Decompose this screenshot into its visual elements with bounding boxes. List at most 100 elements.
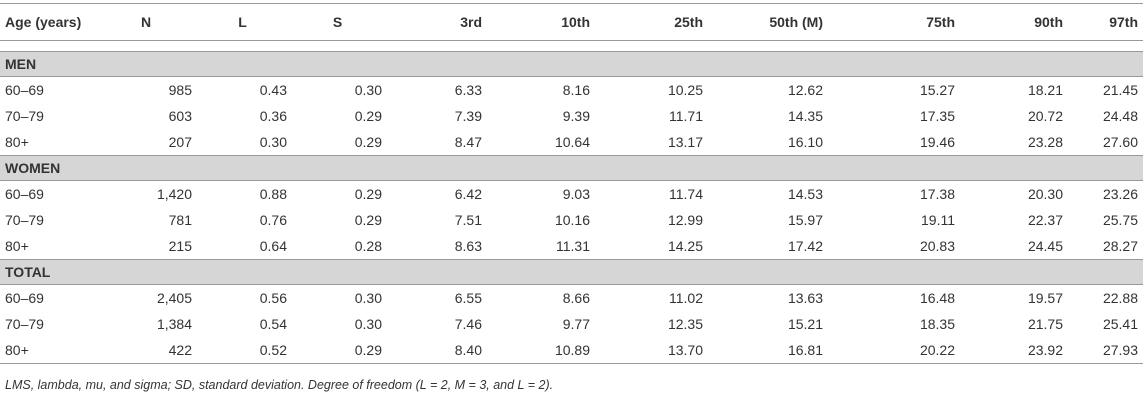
cell: 12.35 (667, 316, 703, 332)
cell: 0.54 (259, 316, 287, 332)
percentile-table: Age (years) N L S 3rd 10th 25th 50th (M) 75th 90t… (0, 3, 1143, 364)
cell: 1,420 (156, 186, 192, 202)
cell: 23.26 (1102, 186, 1138, 202)
cell: 0.29 (293, 337, 388, 364)
cell: 22.37 (1027, 212, 1063, 228)
cell: 12.99 (667, 212, 703, 228)
row-label: 80+ (5, 238, 29, 254)
cell: 10.25 (667, 82, 703, 98)
cell: 8.40 (388, 337, 488, 364)
cell: 13.17 (667, 134, 703, 150)
header-row: Age (years) N L S 3rd 10th 25th 50th (M) 75th 90t… (0, 3, 1143, 41)
cell: 7.46 (454, 316, 482, 332)
cell: 15.97 (787, 212, 823, 228)
section-label: MEN (0, 51, 1143, 77)
cell: 11.31 (556, 238, 590, 254)
cell: 9.77 (562, 316, 590, 332)
cell: 17.42 (787, 238, 823, 254)
column-header: 50th (M) (709, 3, 829, 41)
row-label: 60–69 (5, 186, 44, 202)
cell: 21.75 (1027, 316, 1063, 332)
cell: 28.27 (1102, 238, 1138, 254)
row-label: 70–79 (5, 108, 44, 124)
row-label: 80+ (0, 337, 100, 364)
cell: 0.29 (354, 212, 382, 228)
cell: 9.03 (562, 186, 590, 202)
cell: 6.55 (454, 290, 482, 306)
cell: 0.76 (259, 212, 287, 228)
section-row: TOTAL (0, 259, 1143, 285)
cell: 20.30 (1027, 186, 1063, 202)
column-header: Age (years) (0, 3, 100, 41)
section-row: WOMEN (0, 155, 1143, 181)
data-row: 60–69 985 0.43 0.30 6.33 8.16 10.25 12.62 15.27 1… (0, 77, 1143, 104)
cell: 19.57 (1027, 290, 1063, 306)
cell: 20.83 (919, 238, 955, 254)
cell: 18.35 (919, 316, 955, 332)
cell: 25.75 (1102, 212, 1138, 228)
row-label: 60–69 (5, 290, 44, 306)
column-header: 3rd (388, 3, 488, 41)
cell: 27.60 (1102, 134, 1138, 150)
cell: 27.93 (1069, 337, 1143, 364)
cell: 603 (168, 108, 192, 124)
cell: 10.16 (554, 212, 590, 228)
cell: 14.35 (787, 108, 823, 124)
cell: 7.51 (454, 212, 482, 228)
cell: 21.45 (1102, 82, 1138, 98)
row-label: 60–69 (5, 82, 44, 98)
cell: 13.63 (787, 290, 823, 306)
cell: 0.29 (354, 108, 382, 124)
row-label: 70–79 (5, 316, 44, 332)
table-body: MEN 60–69 985 0.43 0.30 6.33 8.16 10.25 12.62 15.… (0, 41, 1143, 364)
cell: 16.81 (709, 337, 829, 364)
cell: 985 (168, 82, 192, 98)
cell: 0.52 (198, 337, 293, 364)
cell: 24.45 (1027, 238, 1063, 254)
cell: 16.48 (919, 290, 955, 306)
cell: 0.29 (354, 186, 382, 202)
cell: 422 (100, 337, 198, 364)
cell: 14.53 (787, 186, 823, 202)
cell: 0.30 (354, 316, 382, 332)
column-header: 75th (829, 3, 961, 41)
column-header: 10th (488, 3, 596, 41)
cell: 13.70 (596, 337, 709, 364)
column-header: 90th (961, 3, 1069, 41)
cell: 16.10 (787, 134, 823, 150)
cell: 781 (168, 212, 192, 228)
cell: 0.88 (259, 186, 287, 202)
footnote: LMS, lambda, mu, and sigma; SD, standard… (5, 378, 554, 392)
cell: 11.71 (669, 108, 703, 124)
cell: 207 (168, 134, 192, 150)
cell: 24.48 (1102, 108, 1138, 124)
cell: 19.11 (921, 212, 955, 228)
data-row: 60–69 2,405 0.56 0.30 6.55 8.66 11.02 13.63 16.4… (0, 285, 1143, 312)
data-row: 70–79 781 0.76 0.29 7.51 10.16 12.99 15.97 19.11… (0, 207, 1143, 233)
cell: 11.74 (669, 186, 703, 202)
cell: 14.25 (667, 238, 703, 254)
data-row: 60–69 1,420 0.88 0.29 6.42 9.03 11.74 14.53 17.3… (0, 181, 1143, 208)
cell: 8.63 (454, 238, 482, 254)
cell: 15.27 (919, 82, 955, 98)
cell: 25.41 (1102, 316, 1138, 332)
section-row: MEN (0, 51, 1143, 77)
cell: 17.35 (919, 108, 955, 124)
cell: 0.30 (354, 82, 382, 98)
cell: 18.21 (1027, 82, 1063, 98)
data-row: 80+ 422 0.52 0.29 8.40 10.89 13.70 16.81 20.22 23… (0, 337, 1143, 364)
cell: 8.16 (562, 82, 590, 98)
data-row: 70–79 603 0.36 0.29 7.39 9.39 11.71 14.35 17.35 2… (0, 103, 1143, 129)
cell: 0.28 (354, 238, 382, 254)
cell: 0.30 (354, 290, 382, 306)
cell: 10.64 (554, 134, 590, 150)
cell: 20.22 (829, 337, 961, 364)
section-label: WOMEN (0, 155, 1143, 181)
data-row: 80+ 207 0.30 0.29 8.47 10.64 13.17 16.10 19.46 23… (0, 129, 1143, 156)
cell: 215 (168, 238, 192, 254)
data-row: 70–79 1,384 0.54 0.30 7.46 9.77 12.35 15.21 18.3… (0, 311, 1143, 337)
cell: 8.47 (454, 134, 482, 150)
cell: 10.89 (488, 337, 596, 364)
cell: 0.30 (259, 134, 287, 150)
cell: 15.21 (787, 316, 823, 332)
